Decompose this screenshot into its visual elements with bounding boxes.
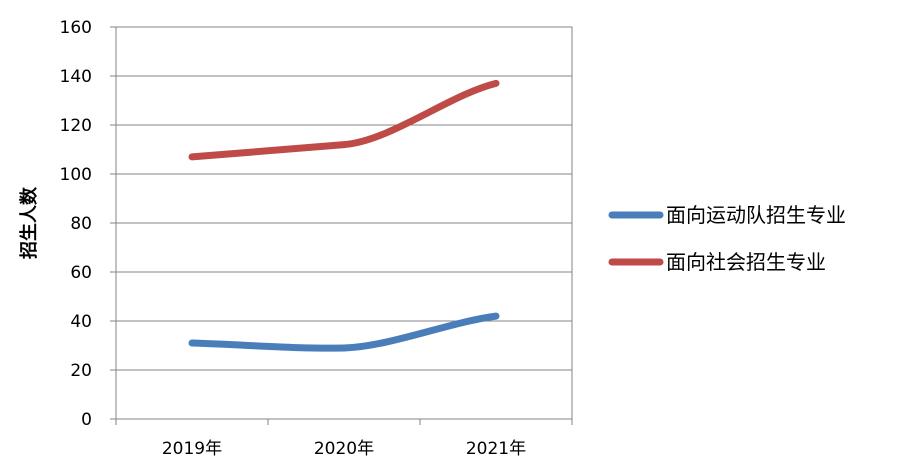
y-tick-label: 160 bbox=[60, 18, 92, 38]
gridlines bbox=[116, 75, 572, 371]
y-tick-label: 20 bbox=[70, 361, 92, 381]
y-axis-ticks: 0 20 40 60 80 100 120 140 160 bbox=[60, 18, 116, 430]
x-tick-label: 2019年 bbox=[162, 439, 222, 459]
x-tick-label: 2021年 bbox=[466, 439, 526, 459]
y-tick-label: 120 bbox=[60, 116, 92, 136]
series-line-2 bbox=[188, 79, 500, 161]
x-tick-label: 2020年 bbox=[314, 439, 374, 459]
x-axis-ticks: 2019年 2020年 2021年 bbox=[115, 419, 573, 459]
y-tick-label: 140 bbox=[60, 67, 92, 87]
legend-label-2: 面向社会招生专业 bbox=[666, 250, 826, 274]
series-line-1 bbox=[188, 312, 500, 352]
series-lines bbox=[188, 79, 500, 352]
legend-label-1: 面向运动队招生专业 bbox=[666, 203, 846, 227]
y-axis-label: 招生人数 bbox=[18, 186, 40, 259]
y-tick-label: 40 bbox=[70, 312, 92, 332]
y-tick-label: 0 bbox=[81, 410, 92, 430]
y-tick-label: 60 bbox=[70, 263, 92, 283]
y-tick-label: 80 bbox=[70, 214, 92, 234]
y-tick-label: 100 bbox=[60, 165, 92, 185]
